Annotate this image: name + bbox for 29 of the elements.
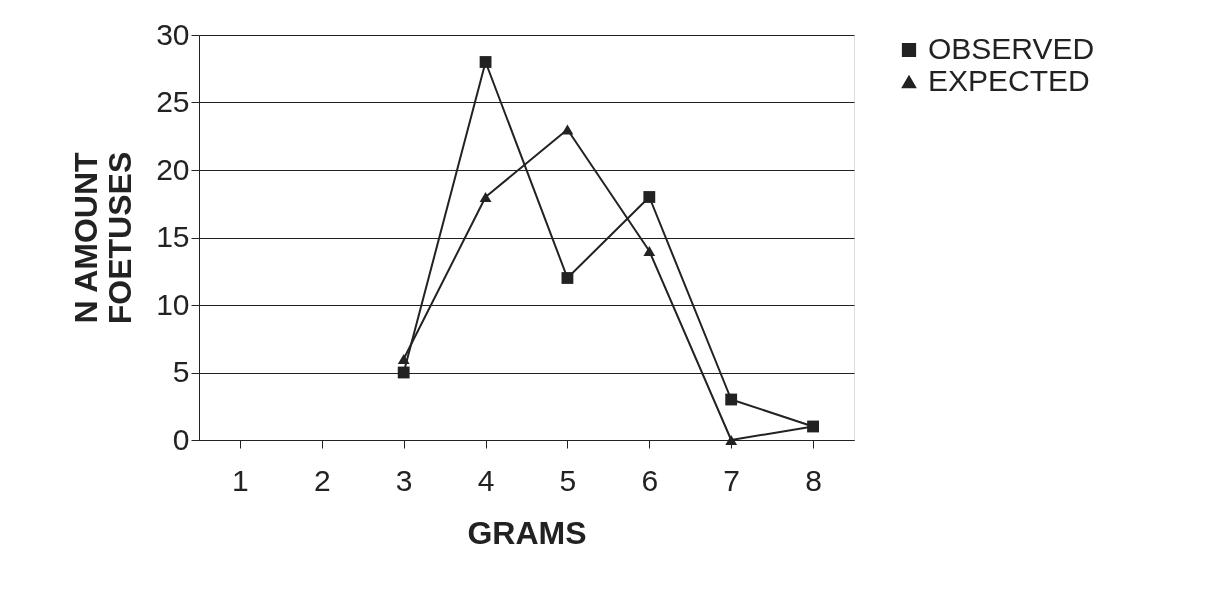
- point: [397, 366, 410, 379]
- y-axis-title: N AMOUNT FOETUSES: [68, 151, 139, 325]
- point: [643, 191, 656, 203]
- point: [561, 272, 574, 284]
- x-axis-title: GRAMS: [467, 514, 587, 551]
- point: [397, 353, 410, 365]
- x-tick-label: 2: [313, 463, 331, 497]
- y-tick-label: 20: [156, 152, 190, 186]
- x-tick-label: 5: [559, 463, 577, 497]
- point: [479, 191, 492, 203]
- y-tick-label: 25: [156, 85, 190, 118]
- x-tick-label: 3: [395, 463, 413, 497]
- y-tick-label: 30: [156, 17, 190, 51]
- x-tick-label: 1: [232, 463, 249, 497]
- y-tick-label: 5: [172, 355, 190, 388]
- y-tick-label: 0: [172, 422, 190, 456]
- x-tick-label: 8: [805, 463, 822, 497]
- y-tick-label: 10: [156, 287, 190, 321]
- point: [725, 393, 738, 406]
- point: [725, 434, 738, 446]
- x-tick-label: 6: [641, 463, 659, 497]
- y-tick-label: 15: [156, 220, 190, 253]
- legend-label: EXPECTED: [928, 64, 1090, 97]
- legend-label: OBSERVED: [928, 32, 1095, 65]
- point: [479, 56, 492, 68]
- x-tick-label: 4: [477, 463, 495, 497]
- point: [561, 124, 574, 135]
- point: [643, 245, 656, 257]
- x-tick-label: 7: [723, 463, 741, 497]
